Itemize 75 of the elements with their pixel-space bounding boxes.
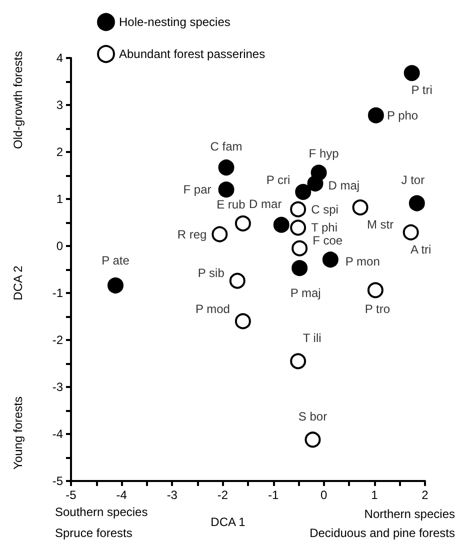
point	[234, 215, 251, 232]
point	[367, 282, 384, 298]
annotation: T phi	[311, 220, 338, 235]
annotation: P sib	[198, 266, 225, 280]
annotation: P tro	[364, 302, 390, 316]
point	[402, 224, 419, 240]
x-tick-label: -5	[66, 488, 77, 502]
x-tick-label: -2	[217, 488, 228, 502]
y-tick-label: 0	[56, 239, 64, 253]
annotation: P mon	[345, 254, 380, 269]
point	[292, 260, 308, 276]
y-tick-label: -5	[52, 474, 64, 488]
legend-label: Hole-nesting species	[119, 15, 230, 29]
annotation: D maj	[328, 178, 360, 192]
text: Deciduous and pine forests	[310, 526, 455, 540]
x-tick-label: -3	[166, 488, 178, 502]
point	[290, 353, 306, 370]
annotation: A tri	[410, 242, 432, 256]
y-tick-label: -3	[52, 380, 64, 394]
annotation: C spi	[311, 202, 338, 216]
annotation: P mod	[195, 302, 230, 316]
y-axis-title: DCA 2	[11, 265, 25, 300]
x-tick-label: -1	[268, 488, 279, 502]
point	[304, 432, 321, 448]
x-tick-label: 2	[422, 488, 429, 502]
x-tick-label: 0	[320, 488, 328, 502]
y-tick-label: -4	[52, 427, 64, 441]
legend-label: Abundant forest passerines	[119, 47, 266, 61]
x-tick-label: 1	[371, 488, 378, 502]
point	[295, 184, 312, 200]
y-tick-label: -1	[52, 286, 64, 300]
point	[322, 252, 338, 268]
x-axis-title: DCA 1	[210, 515, 246, 529]
annotation: R reg	[177, 227, 207, 242]
y-tick-label: 2	[56, 145, 64, 159]
annotation: F hyp	[308, 146, 340, 161]
point	[218, 182, 234, 198]
text: Northern species	[364, 507, 455, 521]
point	[212, 226, 228, 242]
point	[229, 272, 246, 289]
annotation: P pho	[386, 108, 418, 122]
point	[290, 201, 306, 218]
annotation: E rub	[216, 197, 246, 212]
annotation: M str	[366, 217, 394, 232]
point	[290, 220, 306, 236]
text: Old-growth forests	[11, 50, 25, 150]
text: Spruce forests	[55, 526, 132, 540]
text: Young forests	[11, 396, 25, 470]
annotation: S bor	[298, 410, 328, 424]
annotation: P tri	[411, 83, 432, 98]
annotation: P maj	[290, 286, 321, 300]
y-tick-label: 1	[56, 192, 64, 206]
point	[404, 65, 420, 82]
point	[307, 175, 324, 192]
annotation: D mar	[249, 196, 282, 211]
annotation: F par	[183, 182, 212, 197]
y-tick-label: 4	[56, 51, 64, 65]
point	[218, 160, 234, 176]
annotation: P cri	[266, 172, 290, 187]
text: Southern species	[55, 505, 148, 519]
point	[234, 313, 251, 330]
point	[408, 195, 425, 212]
annotation: F coe	[312, 233, 343, 248]
point	[292, 240, 308, 256]
point	[352, 199, 368, 216]
annotation: T ili	[302, 331, 322, 346]
annotation: J tor	[401, 173, 425, 188]
y-tick-label: 3	[56, 98, 64, 112]
annotation: C fam	[210, 140, 242, 154]
point	[273, 216, 290, 233]
x-tick-label: -4	[116, 488, 128, 502]
point	[368, 107, 384, 124]
annotation: P ate	[102, 253, 130, 268]
y-tick-label: -2	[52, 333, 64, 347]
point	[108, 277, 124, 294]
